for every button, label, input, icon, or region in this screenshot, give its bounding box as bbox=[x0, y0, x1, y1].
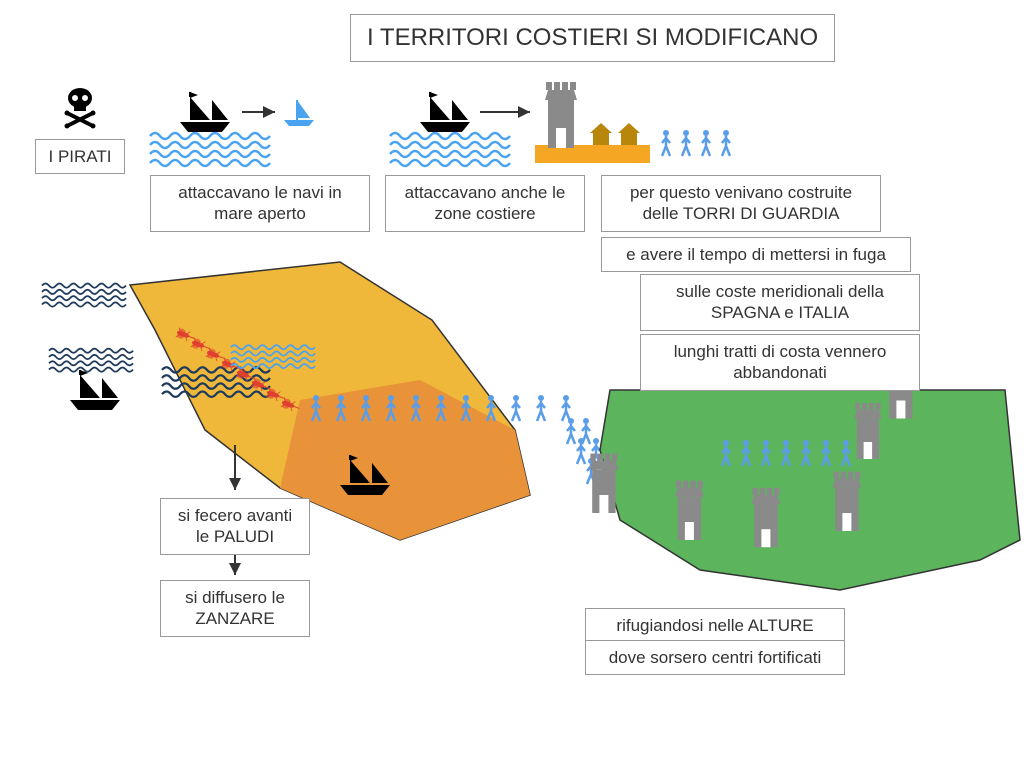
box-coasts: sulle coste meridionali della SPAGNA e I… bbox=[640, 274, 920, 331]
box-alture: rifugiandosi nelle ALTURE bbox=[585, 608, 845, 643]
title-box: I TERRITORI COSTIERI SI MODIFICANO bbox=[350, 14, 835, 62]
box-attack-ships: attaccavano le navi in mare aperto bbox=[150, 175, 370, 232]
ship-black-1 bbox=[180, 92, 230, 132]
tower-top bbox=[545, 82, 577, 148]
box-pirati: I PIRATI bbox=[35, 139, 125, 174]
box-paludi: si fecero avanti le PALUDI bbox=[160, 498, 310, 555]
ship-left bbox=[70, 370, 120, 410]
box-flee: e avere il tempo di mettersi in fuga bbox=[601, 237, 911, 272]
people-top bbox=[662, 130, 730, 156]
house-1 bbox=[590, 123, 612, 145]
waves-top-2 bbox=[390, 133, 510, 166]
waves-lone bbox=[49, 349, 133, 372]
box-abandoned: lunghi tratti di costa vennero abbandona… bbox=[640, 334, 920, 391]
sailboat-icon bbox=[284, 100, 314, 126]
ship-black-2 bbox=[420, 92, 470, 132]
box-attack-coast: attaccavano anche le zone costiere bbox=[385, 175, 585, 232]
box-zanzare: si diffusero le ZANZARE bbox=[160, 580, 310, 637]
box-towers: per questo venivano costruite delle TORR… bbox=[601, 175, 881, 232]
waves-top-1 bbox=[150, 133, 270, 166]
house-2 bbox=[618, 123, 640, 145]
waves-ship-left bbox=[42, 284, 126, 307]
land-green bbox=[600, 390, 1020, 590]
box-fortificati: dove sorsero centri fortificati bbox=[585, 640, 845, 675]
skull-icon bbox=[65, 88, 96, 129]
